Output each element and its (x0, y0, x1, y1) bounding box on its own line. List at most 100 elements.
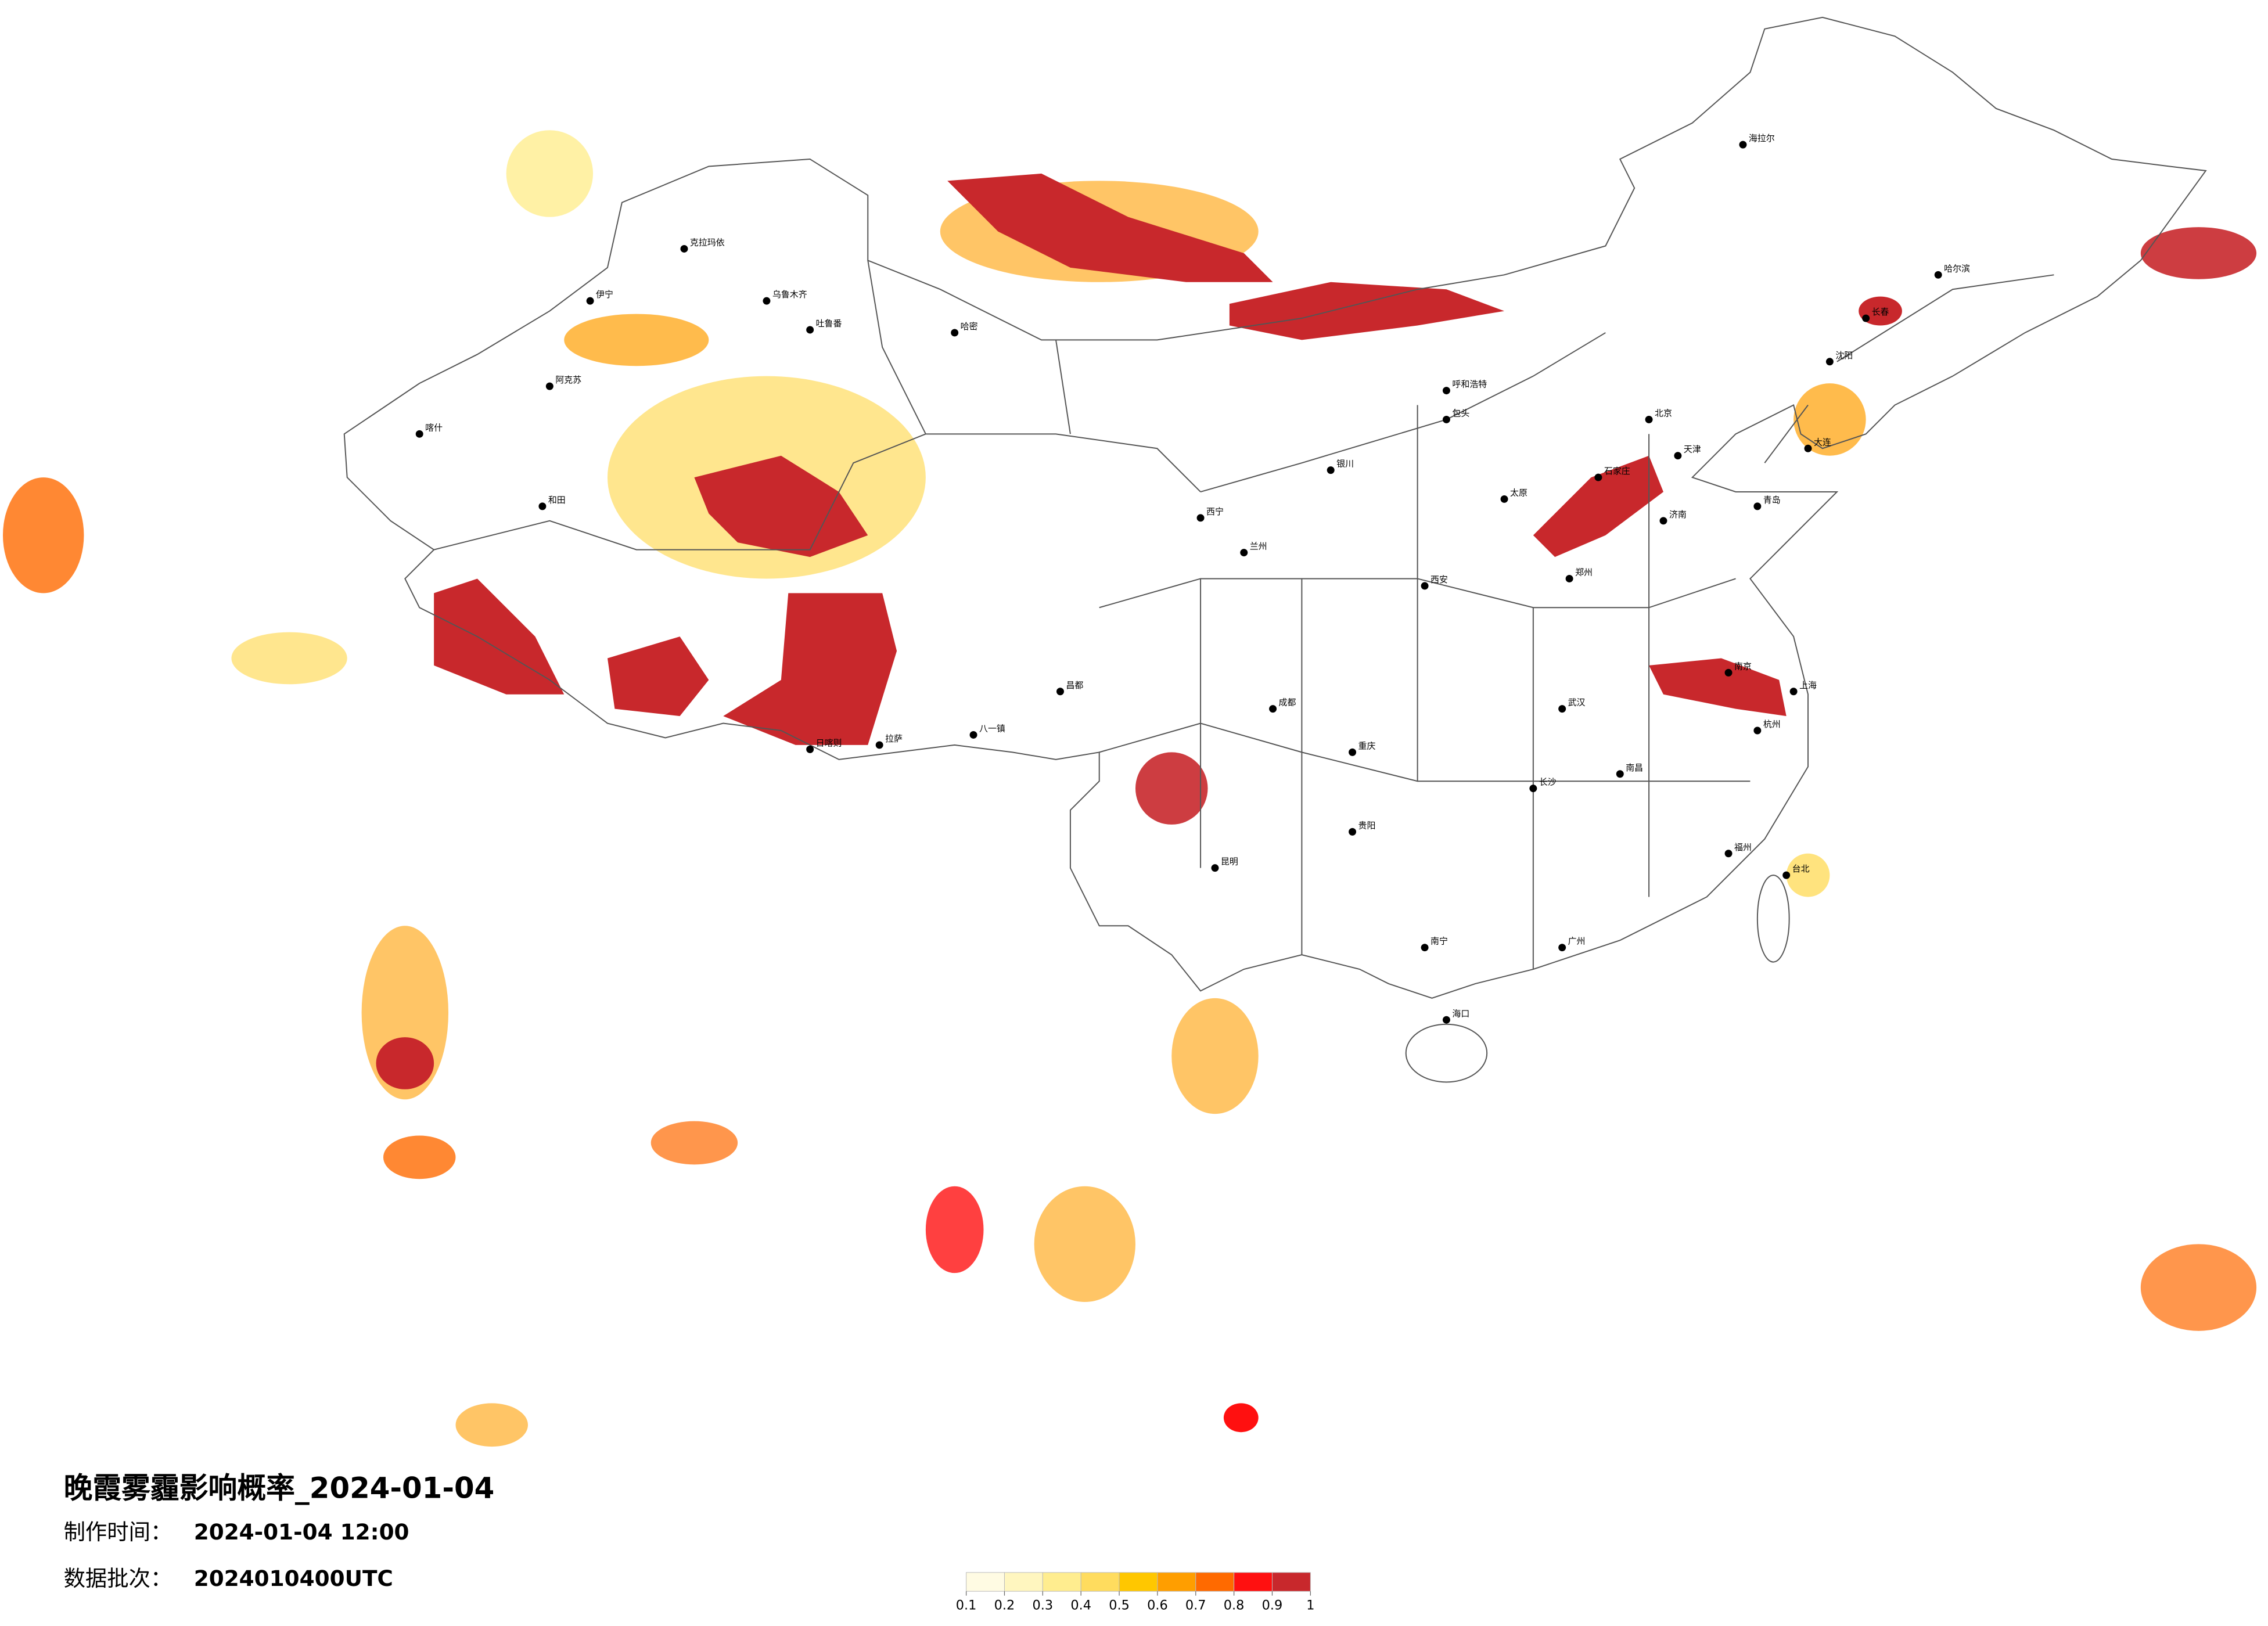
haze-area (723, 593, 897, 745)
legend-swatch (1042, 1572, 1081, 1592)
data-batch: 2024010400UTC (194, 1566, 393, 1591)
city-label: 济南 (1669, 509, 1687, 520)
city-dot (1862, 314, 1870, 322)
city-label: 青岛 (1763, 495, 1781, 505)
city-label: 阿克苏 (555, 375, 581, 385)
city-label: 重庆 (1358, 740, 1376, 751)
haze-area (1229, 282, 1505, 340)
city-dot (1782, 871, 1791, 879)
city-dot (1421, 944, 1429, 952)
legend-swatch (966, 1572, 1005, 1592)
city-label: 上海 (1799, 680, 1817, 690)
city-dot (951, 329, 959, 337)
city-dot (806, 326, 814, 334)
legend-tick-label: 0.5 (1109, 1598, 1130, 1613)
city-label: 喀什 (425, 422, 443, 433)
city-dot (538, 502, 547, 510)
city-dot (875, 741, 883, 749)
legend-swatch (1157, 1572, 1196, 1592)
city-dot (1753, 502, 1762, 510)
city-dot (1196, 514, 1205, 522)
city-label: 广州 (1568, 936, 1586, 947)
legend-tick-label: 0.7 (1185, 1598, 1206, 1613)
city-dot (1565, 574, 1573, 582)
haze-area (383, 1135, 456, 1179)
haze-area (434, 578, 565, 695)
haze-area (1649, 658, 1787, 717)
city-label: 哈尔滨 (1944, 263, 1970, 274)
city-label: 大连 (1814, 437, 1831, 447)
city-label: 成都 (1279, 697, 1296, 708)
city-label: 拉萨 (885, 733, 903, 744)
haze-area (650, 1121, 738, 1165)
city-label: 西宁 (1206, 506, 1224, 517)
city-dot (1724, 850, 1733, 858)
city-dot (1739, 141, 1747, 149)
legend-tick-label: 1 (1306, 1598, 1314, 1613)
city-label: 包头 (1452, 408, 1469, 418)
city-label: 长沙 (1539, 777, 1557, 787)
haze-area (1793, 383, 1866, 456)
city-label: 南宁 (1430, 936, 1448, 947)
city-label: 贵阳 (1358, 820, 1376, 830)
city-label: 南昌 (1626, 762, 1643, 773)
city-label: 沈阳 (1835, 350, 1853, 361)
city-dot (1500, 495, 1508, 503)
city-dot (586, 297, 594, 305)
production-time: 2024-01-04 12:00 (194, 1519, 409, 1545)
haze-area (506, 130, 594, 217)
legend-swatch (1271, 1572, 1311, 1592)
city-dot (806, 745, 814, 753)
city-label: 武汉 (1568, 697, 1586, 708)
legend-tick-label: 0.8 (1224, 1598, 1245, 1613)
haze-area (1135, 752, 1208, 825)
haze-area (455, 1403, 529, 1447)
legend-tick-label: 0.9 (1262, 1598, 1283, 1613)
city-label: 克拉玛依 (690, 238, 725, 248)
city-label: 昆明 (1221, 857, 1238, 867)
city-label: 日喀则 (816, 738, 842, 748)
city-label: 海口 (1452, 1008, 1469, 1019)
city-label: 和田 (548, 495, 566, 505)
data-batch-label: 数据批次： (64, 1566, 172, 1591)
city-dot (1421, 582, 1429, 590)
city-label: 哈密 (961, 321, 978, 332)
legend-swatch (1080, 1572, 1120, 1592)
haze-area (376, 1037, 434, 1089)
country-outline (343, 16, 2207, 999)
city-dot (1724, 668, 1733, 677)
city-dot (1240, 549, 1248, 557)
city-label: 银川 (1336, 459, 1354, 469)
probability-field (2, 130, 2257, 1447)
haze-area (694, 455, 868, 557)
hainan-outline (1405, 1023, 1488, 1083)
haze-area (1533, 455, 1663, 557)
city-dot (1934, 271, 1942, 279)
city-label: 呼和浩特 (1452, 379, 1487, 390)
city-dot (1558, 944, 1566, 952)
city-label: 八一镇 (979, 724, 1005, 734)
haze-area (925, 1186, 984, 1274)
city-dot (1269, 705, 1277, 713)
city-dot (1442, 1016, 1450, 1024)
city-dot (969, 731, 977, 739)
color-legend: 0.1 0.2 0.3 0.4 0.5 0.6 0.7 0.8 0.9 1 (956, 1572, 1314, 1613)
haze-area (947, 173, 1273, 282)
map-title: 晚霞雾霾影响概率_2024-01-04 (64, 1471, 495, 1505)
city-dot (1327, 466, 1335, 474)
city-dot (545, 382, 553, 390)
legend-tick-label: 0.1 (956, 1598, 977, 1613)
city-dot (1645, 415, 1653, 423)
city-dot (1349, 828, 1357, 836)
city-dot (1753, 726, 1762, 735)
city-dot (1804, 444, 1812, 452)
haze-area (1786, 853, 1830, 897)
city-label: 郑州 (1575, 567, 1593, 577)
city-dot (415, 430, 423, 438)
city-dot (1442, 387, 1450, 395)
boundaries (343, 16, 2207, 1083)
city-dot (1594, 473, 1602, 481)
